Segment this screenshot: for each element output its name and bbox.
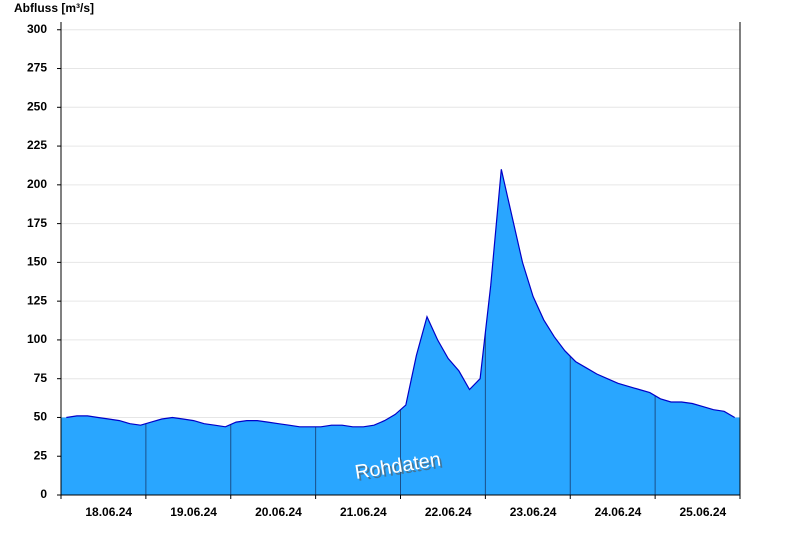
y-tick-label: 225 [27, 138, 47, 152]
y-tick-label: 300 [27, 22, 47, 36]
y-tick-label: 175 [27, 216, 47, 230]
y-tick-label: 250 [27, 99, 47, 113]
y-tick-label: 150 [27, 255, 47, 269]
x-tick-label: 22.06.24 [425, 505, 472, 519]
y-tick-label: 50 [34, 410, 48, 424]
x-tick-label: 21.06.24 [340, 505, 387, 519]
y-tick-label: 125 [27, 293, 47, 307]
x-tick-label: 20.06.24 [255, 505, 302, 519]
y-tick-label: 275 [27, 61, 47, 75]
x-tick-label: 25.06.24 [680, 505, 727, 519]
line [66, 169, 736, 428]
y-tick-label: 100 [27, 332, 47, 346]
x-tick-label: 24.06.24 [595, 505, 642, 519]
chart-title: Abfluss [m³/s] [14, 1, 94, 15]
y-tick-label: 200 [27, 177, 47, 191]
y-tick-label: 0 [40, 487, 47, 501]
x-tick-label: 19.06.24 [170, 505, 217, 519]
y-tick-label: 25 [34, 448, 48, 462]
x-tick-label: 23.06.24 [510, 505, 557, 519]
x-tick-label: 18.06.24 [85, 505, 132, 519]
y-tick-label: 75 [34, 371, 48, 385]
